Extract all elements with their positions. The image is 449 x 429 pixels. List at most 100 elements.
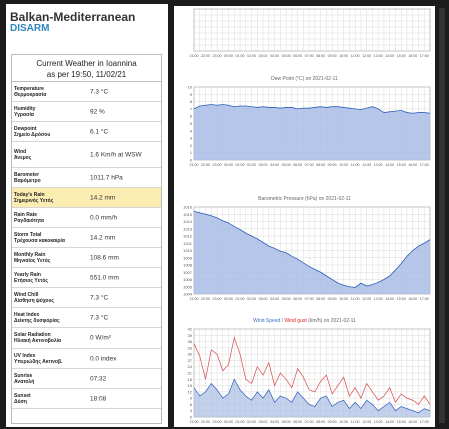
y-tick-label: 1004 bbox=[183, 292, 193, 297]
weather-row-label: Wind Άνεμος bbox=[14, 149, 72, 161]
label-en: Solar Radiation bbox=[14, 332, 51, 338]
x-tick-label: 06:00 bbox=[293, 54, 302, 58]
y-tick-label: 10 bbox=[188, 85, 193, 90]
y-tick-label: 18 bbox=[188, 377, 193, 382]
x-tick-label: 10:00 bbox=[339, 163, 348, 167]
weather-row: Wind Άνεμος 1.6 Km/h at WSW bbox=[12, 142, 161, 168]
weather-row-value: 108.6 mm bbox=[90, 254, 119, 261]
y-tick-label: 1007 bbox=[183, 270, 193, 275]
weather-row-label: Solar Radiation Ηλιακή Ακτινοβολία bbox=[14, 332, 72, 344]
y-tick-label: 15 bbox=[188, 383, 193, 388]
x-tick-label: 03:00 bbox=[259, 420, 268, 424]
x-tick-label: 07:00 bbox=[305, 420, 314, 424]
wind-speed-line bbox=[193, 378, 431, 414]
y-tick-label: 1006 bbox=[183, 277, 193, 282]
wind-chart-title: Wind Speed / Wind gust (km/h) on 2021-02… bbox=[174, 318, 435, 324]
current-weather-table: Current Weather in Ioannina as per 19:50… bbox=[11, 54, 162, 424]
x-tick-label: 12:00 bbox=[362, 420, 371, 424]
x-tick-label: 14:00 bbox=[385, 163, 394, 167]
weather-row-label: Monthly Rain Μηνιαίος Υετός bbox=[14, 252, 72, 264]
y-tick-label: 1009 bbox=[183, 255, 193, 260]
x-tick-label: 23:00 bbox=[213, 297, 222, 301]
label-greek: Σημερινός Υετός bbox=[14, 197, 54, 204]
y-tick-label: 8 bbox=[190, 99, 193, 104]
x-tick-label: 11:00 bbox=[351, 163, 360, 167]
x-tick-label: 13:00 bbox=[374, 163, 383, 167]
x-tick-label: 07:00 bbox=[305, 54, 314, 58]
x-tick-label: 11:00 bbox=[351, 420, 360, 424]
weather-row-value: 1.6 Km/h at WSW bbox=[90, 151, 142, 158]
left-panel: Balkan-Mediterranean DISARM Current Weat… bbox=[6, 4, 168, 427]
y-tick-label: 1008 bbox=[183, 263, 193, 268]
weather-row-value: 1011.7 hPa bbox=[90, 174, 123, 181]
weather-row: Monthly Rain Μηνιαίος Υετός 108.6 mm bbox=[12, 248, 161, 268]
x-tick-label: 16:00 bbox=[408, 420, 417, 424]
y-tick-label: 1013 bbox=[183, 226, 193, 231]
pressure-chart-title: Barometric Pressure (hPa) on 2021-02-11 bbox=[258, 196, 351, 202]
label-greek: Δύση bbox=[14, 398, 27, 405]
y-tick-label: 24 bbox=[188, 364, 193, 369]
weather-row-label: UV Index Υπεριώδης Ακτινοβ. bbox=[14, 353, 72, 365]
x-tick-label: 16:00 bbox=[408, 163, 417, 167]
label-en: Humidity bbox=[14, 105, 36, 112]
x-tick-label: 04:00 bbox=[270, 297, 279, 301]
x-tick-label: 23:00 bbox=[213, 420, 222, 424]
x-tick-label: 14:00 bbox=[385, 297, 394, 301]
label-en: Storm Total bbox=[14, 231, 42, 238]
weather-row-label: Today's Rain Σημερινός Υετός bbox=[14, 192, 72, 204]
x-tick-label: 00:00 bbox=[224, 54, 233, 58]
x-tick-label: 09:00 bbox=[328, 420, 337, 424]
x-tick-label: 05:00 bbox=[282, 297, 291, 301]
label-en: UV Index bbox=[14, 352, 36, 359]
x-tick-label: 06:00 bbox=[293, 163, 302, 167]
label-en: Sunrise bbox=[14, 372, 33, 379]
y-tick-label: 33 bbox=[188, 345, 193, 350]
label-greek: Υπεριώδης Ακτινοβ. bbox=[14, 358, 63, 365]
x-tick-label: 12:00 bbox=[362, 163, 371, 167]
y-tick-label: 1015 bbox=[183, 212, 193, 217]
y-tick-label: 39 bbox=[188, 333, 193, 338]
label-greek: Αίσθηση ψύχους bbox=[14, 297, 54, 304]
label-en: Yearly Rain bbox=[14, 271, 41, 278]
x-tick-label: 02:00 bbox=[247, 54, 256, 58]
x-tick-label: 17:00 bbox=[420, 54, 429, 58]
y-tick-label: 6 bbox=[190, 114, 193, 119]
label-en: Sunset bbox=[14, 392, 31, 399]
weather-row-label: Humidity Υγρασία bbox=[14, 106, 72, 118]
series-line bbox=[193, 210, 431, 288]
x-tick-label: 21:00 bbox=[190, 54, 199, 58]
weather-row: Barometer Βαρόμετρο 1011.7 hPa bbox=[12, 168, 161, 188]
weather-row-label: Barometer Βαρόμετρο bbox=[14, 172, 72, 184]
weather-row-label: Storm Total Τρέχουσα κακοκαιρία bbox=[14, 232, 72, 244]
y-tick-label: 4 bbox=[190, 128, 193, 133]
y-tick-label: 12 bbox=[188, 389, 193, 394]
weather-row: Solar Radiation Ηλιακή Ακτινοβολία 0 W/m² bbox=[12, 328, 161, 349]
weather-row: UV Index Υπεριώδης Ακτινοβ. 0.0 index bbox=[12, 349, 161, 369]
y-tick-label: 1014 bbox=[183, 219, 193, 224]
x-tick-label: 17:00 bbox=[420, 420, 429, 424]
weather-row-value: 551.0 mm bbox=[90, 274, 119, 281]
weather-rows: Temperature Θερμοκρασία 7.3 °C Humidity Υγρα… bbox=[12, 82, 161, 409]
x-tick-label: 06:00 bbox=[293, 420, 302, 424]
label-greek: Ετήσιος Υετός bbox=[14, 277, 48, 284]
weather-row-label: Heat Index Δείκτης δυσφορίας bbox=[14, 312, 72, 324]
weather-row: Humidity Υγρασία 92 % bbox=[12, 102, 161, 122]
x-tick-label: 08:00 bbox=[316, 297, 325, 301]
brand-title: Balkan-Mediterranean bbox=[10, 10, 136, 24]
x-tick-label: 01:00 bbox=[236, 163, 245, 167]
x-tick-label: 04:00 bbox=[270, 54, 279, 58]
y-tick-label: 2 bbox=[190, 143, 193, 148]
x-tick-label: 22:00 bbox=[201, 420, 210, 424]
x-tick-label: 10:00 bbox=[339, 54, 348, 58]
label-en: Monthly Rain bbox=[14, 251, 46, 258]
weather-row-label: Dewpoint Σημείο Δρόσου bbox=[14, 126, 72, 138]
scrollbar[interactable] bbox=[439, 8, 445, 423]
y-tick-label: 21 bbox=[188, 371, 193, 376]
x-tick-label: 16:00 bbox=[408, 297, 417, 301]
y-tick-label: 1011 bbox=[183, 241, 192, 246]
x-tick-label: 13:00 bbox=[374, 297, 383, 301]
y-tick-label: 36 bbox=[188, 339, 193, 344]
label-en: Heat Index bbox=[14, 311, 40, 318]
y-tick-label: 3 bbox=[190, 136, 193, 141]
x-tick-label: 10:00 bbox=[339, 420, 348, 424]
